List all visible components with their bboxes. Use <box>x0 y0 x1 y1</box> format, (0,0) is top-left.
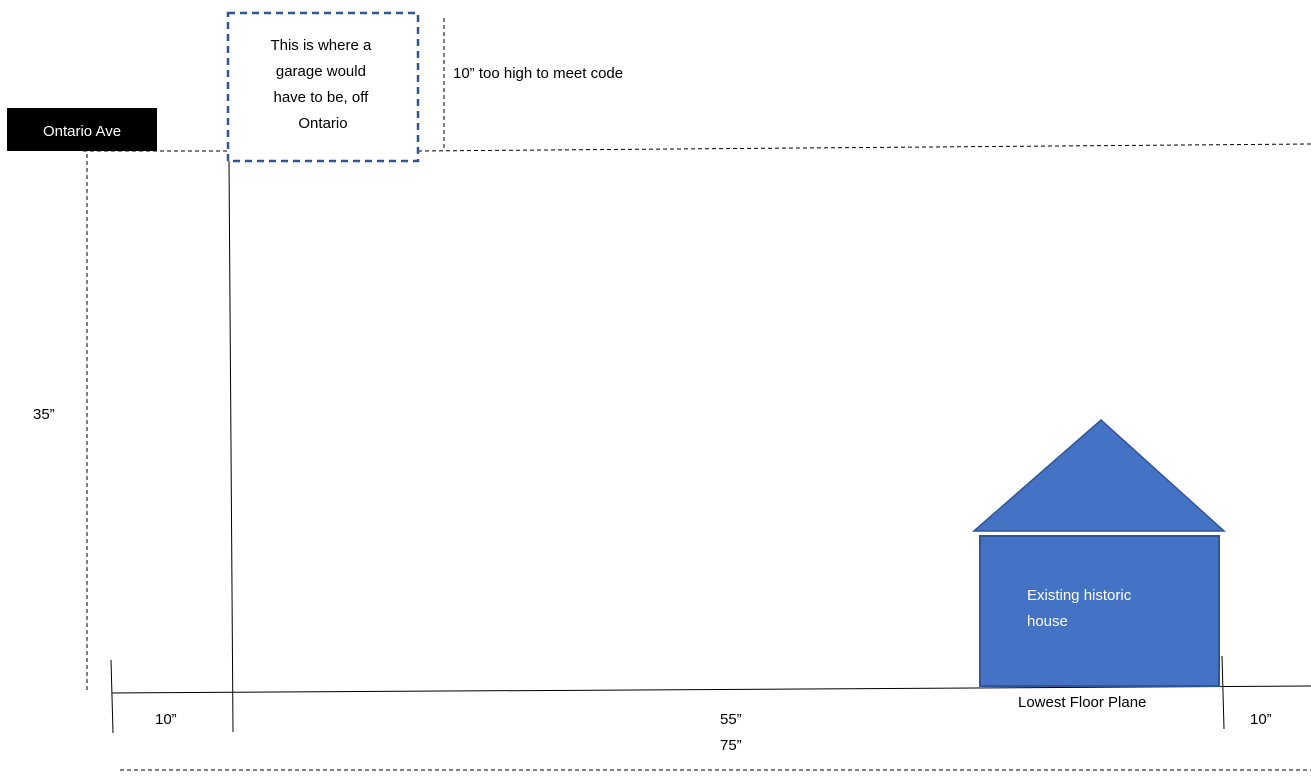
street-label: Ontario Ave <box>7 108 157 151</box>
too-high-label: 10” too high to meet code <box>453 65 623 82</box>
middle-span-label: 55” <box>720 711 742 728</box>
garage-box-line-1: This is where a <box>270 37 372 54</box>
garage-box-line-4: Ontario <box>298 115 347 132</box>
left-boundary-tick <box>110 659 114 734</box>
left-setback-label: 10” <box>155 711 177 728</box>
right-boundary-tick <box>1221 655 1225 730</box>
total-span-label: 75” <box>720 737 742 754</box>
house-body <box>979 535 1220 687</box>
garage-box-line-2: garage would <box>276 63 366 80</box>
house-label: Existing historic house <box>1027 587 1135 630</box>
height-35-label: 35” <box>33 406 55 423</box>
garage-box-line-3: have to be, off <box>274 89 370 106</box>
height-limit-dashed-line <box>417 143 1311 152</box>
existing-house: Existing historic house <box>972 418 1226 687</box>
house-label-line-2: house <box>1027 613 1068 630</box>
garage-location-box <box>226 11 420 163</box>
garage-setback-line <box>228 160 234 733</box>
house-label-line-1: Existing historic <box>1027 587 1132 604</box>
street-label-text: Ontario Ave <box>43 123 121 140</box>
floor-plane-label: Lowest Floor Plane <box>1018 694 1146 711</box>
ground-line <box>111 685 1311 694</box>
house-roof <box>972 418 1226 532</box>
street-label-background <box>7 108 157 151</box>
garage-box-text: This is where a garage would have to be,… <box>270 37 375 132</box>
right-setback-label: 10” <box>1250 711 1272 728</box>
